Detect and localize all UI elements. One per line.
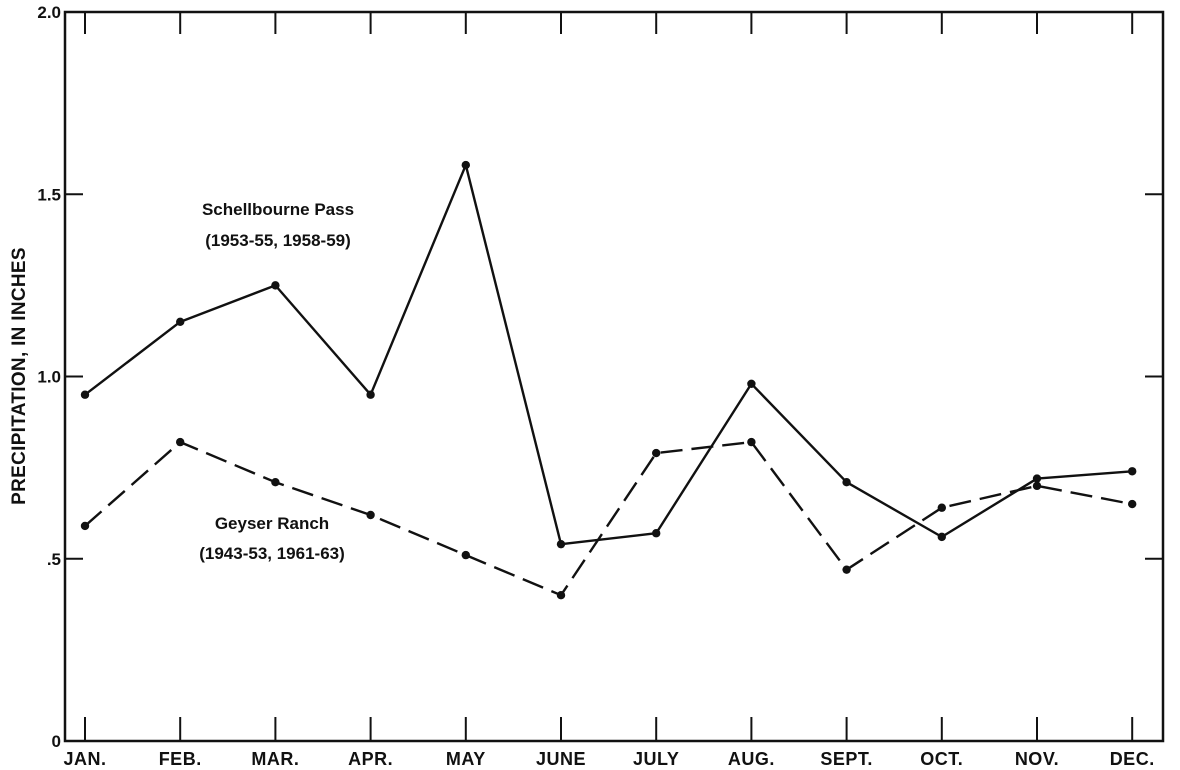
x-tick-label: FEB. xyxy=(159,749,202,769)
x-tick-label: SEPT. xyxy=(820,749,873,769)
x-tick-label: APR. xyxy=(348,749,393,769)
series-line-geyser xyxy=(84,440,1133,597)
y-axis-title: PRECIPITATION, IN INCHES xyxy=(9,247,30,505)
series-period-schellbourne: (1953-55, 1958-59) xyxy=(205,231,351,250)
series-label-geyser: Geyser Ranch xyxy=(215,514,329,533)
data-point-schellbourne xyxy=(271,281,280,290)
data-point-schellbourne xyxy=(366,390,375,399)
data-point-geyser xyxy=(271,478,280,487)
data-point-geyser xyxy=(556,591,566,600)
x-axis-ticks: JAN. FEB. MAR. APR. MAY JUNE JULY AUG. SEPT. OCT.… xyxy=(63,12,1154,769)
y-tick-label: .5 xyxy=(47,550,61,569)
data-point-schellbourne xyxy=(937,532,946,542)
data-point-schellbourne xyxy=(652,529,661,538)
y-tick-label: 1.5 xyxy=(37,185,61,204)
y-tick-label: 1.0 xyxy=(37,368,61,387)
data-point-geyser xyxy=(80,521,90,531)
data-point-schellbourne xyxy=(461,160,470,170)
data-point-geyser xyxy=(1128,499,1137,509)
x-tick-label: JUNE xyxy=(536,749,586,769)
data-point-geyser xyxy=(366,510,375,520)
x-tick-label: DEC. xyxy=(1110,749,1155,769)
x-tick-label: NOV. xyxy=(1015,749,1059,769)
y-tick-label: 2.0 xyxy=(37,3,61,22)
data-point-geyser xyxy=(842,565,851,574)
y-tick-label: 0 xyxy=(52,732,61,751)
x-tick-label: MAY xyxy=(446,749,486,769)
series-line-schellbourne xyxy=(84,163,1133,546)
data-point-schellbourne xyxy=(80,390,90,399)
data-point-schellbourne xyxy=(1128,467,1137,476)
series-period-geyser: (1943-53, 1961-63) xyxy=(199,544,345,563)
data-point-schellbourne xyxy=(747,379,756,388)
data-point-geyser xyxy=(747,437,756,447)
data-point-schellbourne xyxy=(842,478,851,487)
data-point-schellbourne xyxy=(1032,474,1042,483)
x-tick-label: JAN. xyxy=(63,749,106,769)
data-point-geyser xyxy=(937,503,946,512)
data-point-schellbourne xyxy=(176,317,185,327)
data-point-geyser xyxy=(461,550,470,560)
data-point-geyser xyxy=(1032,481,1042,491)
series-layer xyxy=(80,160,1137,600)
series-label-schellbourne: Schellbourne Pass xyxy=(202,200,354,219)
x-tick-label: AUG. xyxy=(728,749,775,769)
x-tick-label: OCT. xyxy=(920,749,963,769)
x-tick-label: MAR. xyxy=(251,749,299,769)
data-point-geyser xyxy=(652,448,661,458)
x-tick-label: JULY xyxy=(633,749,679,769)
y-axis-ticks: 0 .5 1.0 1.5 2.0 xyxy=(37,3,1163,751)
data-point-geyser xyxy=(176,437,185,447)
data-point-schellbourne xyxy=(556,539,566,549)
plot-frame xyxy=(63,10,1165,743)
